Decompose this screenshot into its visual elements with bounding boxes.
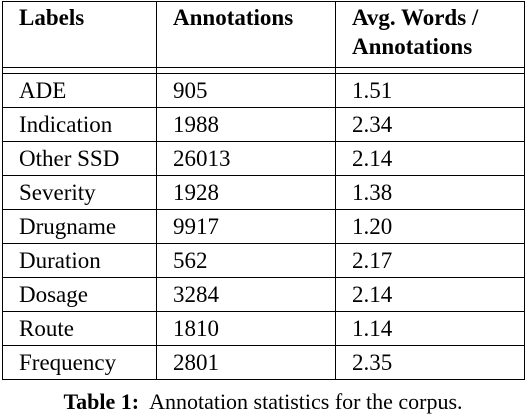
cell-annotations: 905 <box>156 73 336 108</box>
table-row: Indication 1988 2.34 <box>2 107 525 142</box>
cell-label: Duration <box>2 243 157 278</box>
annotation-statistics-table: Labels Annotations Avg. Words / Annotati… <box>2 1 525 380</box>
cell-avg-words: 2.17 <box>335 243 525 278</box>
cell-annotations: 26013 <box>156 141 336 176</box>
cell-annotations: 562 <box>156 243 336 278</box>
cell-avg-words: 1.14 <box>335 311 525 346</box>
table-caption: Table 1: Annotation statistics for the co… <box>0 389 526 415</box>
table-body: ADE 905 1.51 Indication 1988 2.34 Other SSD 260… <box>2 67 525 380</box>
cell-avg-words: 2.14 <box>335 277 525 312</box>
cell-avg-words: 1.51 <box>335 73 525 108</box>
header-labels: Labels <box>2 1 157 68</box>
caption-label: Table 1: <box>63 389 140 414</box>
cell-annotations: 2801 <box>156 345 336 380</box>
cell-annotations: 1810 <box>156 311 336 346</box>
table-row: Severity 1928 1.38 <box>2 175 525 210</box>
cell-label: Severity <box>2 175 157 210</box>
cell-label: Route <box>2 311 157 346</box>
header-annotations: Annotations <box>156 1 336 68</box>
cell-label: ADE <box>2 73 157 108</box>
table-row: ADE 905 1.51 <box>2 73 525 108</box>
caption-text: Annotation statistics for the corpus. <box>149 389 463 414</box>
cell-label: Frequency <box>2 345 157 380</box>
cell-avg-words: 2.34 <box>335 107 525 142</box>
table-row: Other SSD 26013 2.14 <box>2 141 525 176</box>
cell-label: Drugname <box>2 209 157 244</box>
cell-avg-words: 2.35 <box>335 345 525 380</box>
table-row: Frequency 2801 2.35 <box>2 345 525 380</box>
cell-label: Other SSD <box>2 141 157 176</box>
table-row: Dosage 3284 2.14 <box>2 277 525 312</box>
cell-annotations: 3284 <box>156 277 336 312</box>
table-row: Duration 562 2.17 <box>2 243 525 278</box>
header-avg-words: Avg. Words / Annotations <box>335 1 525 68</box>
cell-label: Dosage <box>2 277 157 312</box>
cell-avg-words: 2.14 <box>335 141 525 176</box>
table-row: Drugname 9917 1.20 <box>2 209 525 244</box>
header-row: Labels Annotations Avg. Words / Annotati… <box>2 1 525 68</box>
cell-label: Indication <box>2 107 157 142</box>
cell-avg-words: 1.38 <box>335 175 525 210</box>
cell-annotations: 1928 <box>156 175 336 210</box>
table-header: Labels Annotations Avg. Words / Annotati… <box>2 1 525 68</box>
table-row: Route 1810 1.14 <box>2 311 525 346</box>
cell-avg-words: 1.20 <box>335 209 525 244</box>
cell-annotations: 1988 <box>156 107 336 142</box>
cell-annotations: 9917 <box>156 209 336 244</box>
